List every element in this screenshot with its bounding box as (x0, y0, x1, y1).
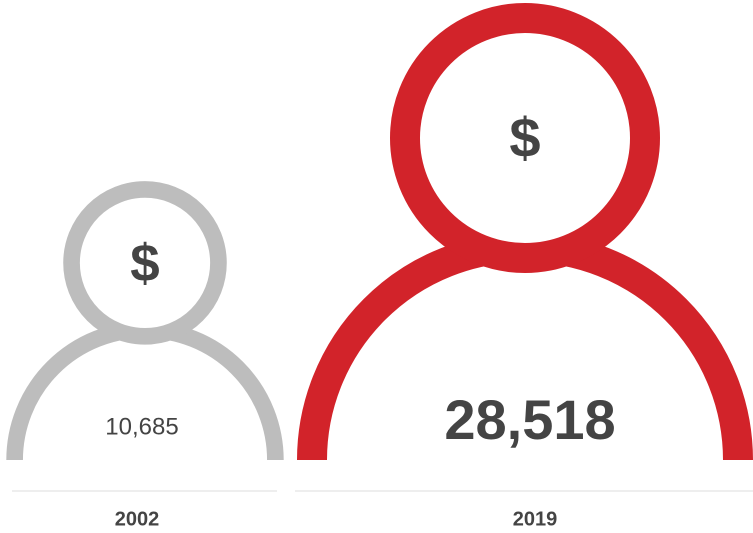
dollar-symbol: $ (509, 106, 540, 169)
value-label: 10,685 (105, 413, 178, 440)
dollar-symbol: $ (130, 234, 159, 293)
person-head (390, 3, 660, 273)
person-body (6, 321, 284, 461)
person-head (63, 181, 227, 345)
category-label: 2019 (513, 508, 558, 530)
value-label: 28,518 (444, 388, 615, 451)
category-label: 2002 (115, 508, 160, 530)
